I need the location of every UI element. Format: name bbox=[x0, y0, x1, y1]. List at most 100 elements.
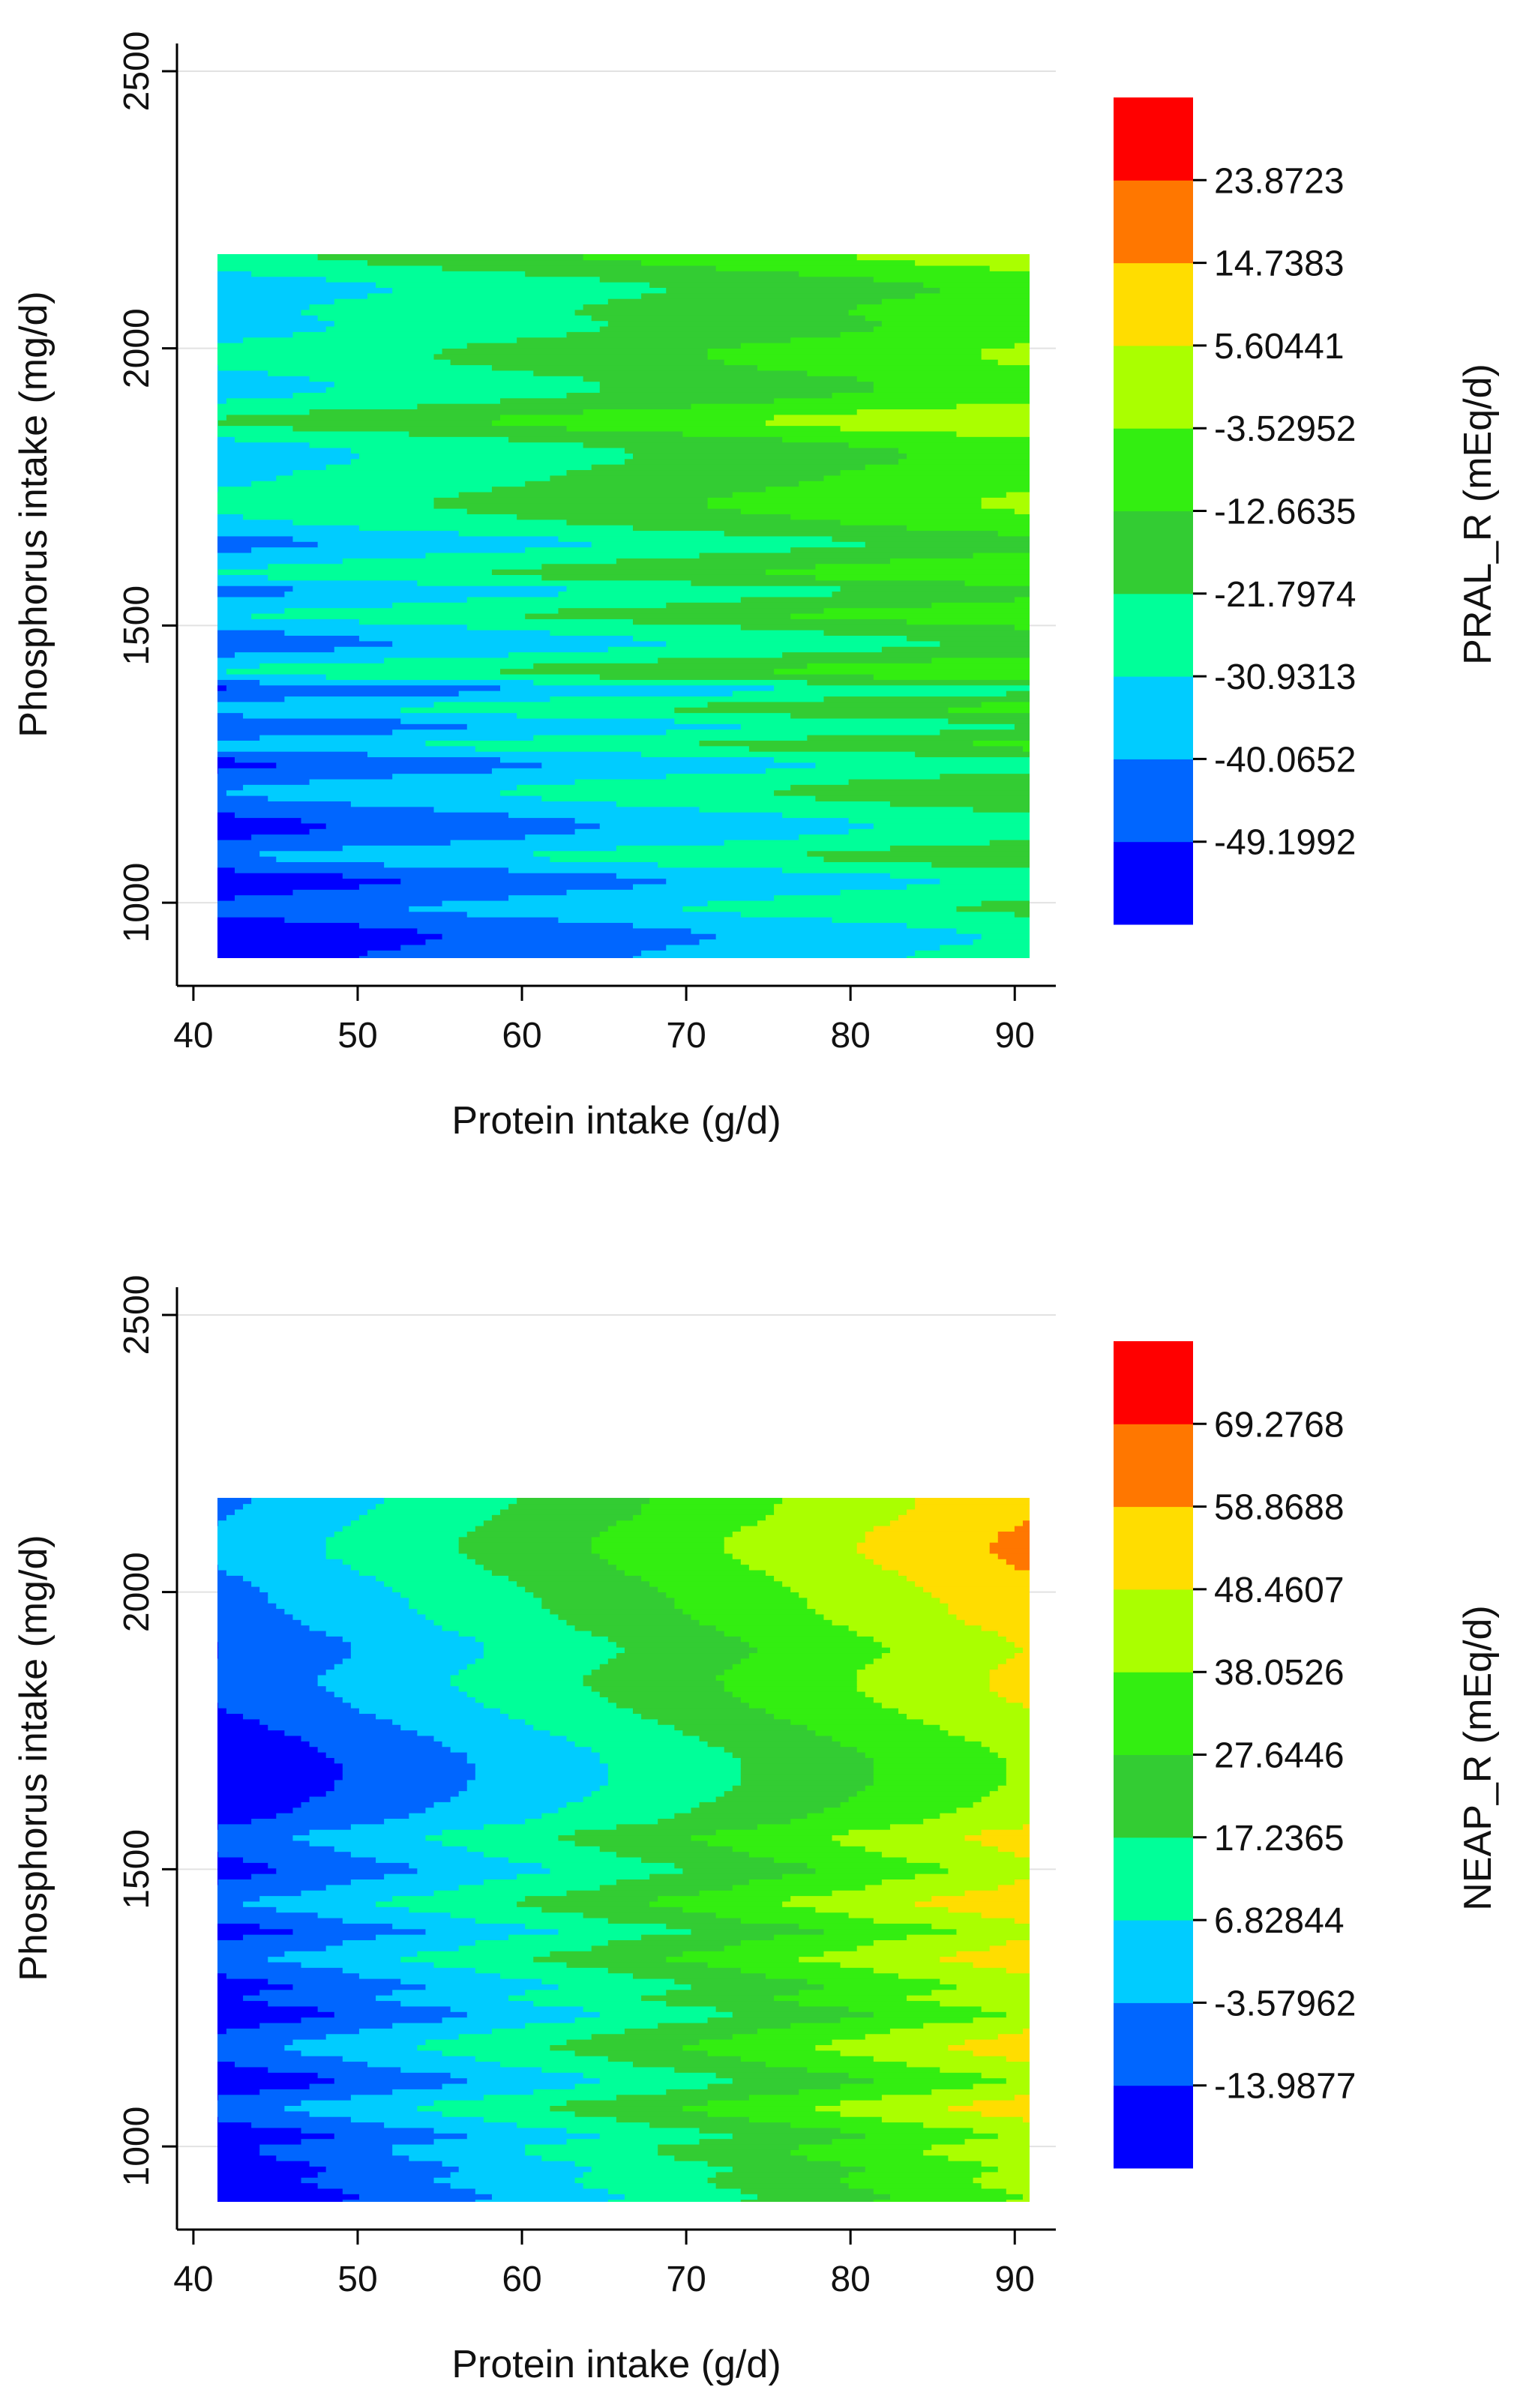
neap-contour-cell bbox=[732, 1531, 866, 1538]
neap-contour-cell bbox=[815, 2044, 949, 2051]
neap-contour-cell bbox=[342, 1939, 476, 1946]
neap-contour-cell bbox=[848, 1912, 982, 1918]
neap-contour-cell bbox=[732, 2166, 866, 2173]
neap-contour-cell bbox=[325, 2033, 460, 2040]
pral-contour-cell bbox=[616, 872, 891, 879]
neap-contour-cell bbox=[666, 1592, 800, 1598]
pral-contour-cell bbox=[392, 729, 667, 735]
neap-contour-cell bbox=[400, 2066, 543, 2073]
pral-x-tick-label: 40 bbox=[173, 1016, 213, 1056]
neap-contour-cell bbox=[217, 1879, 352, 1885]
pral-contour-cell bbox=[217, 442, 310, 448]
neap-contour-cell bbox=[566, 1961, 709, 1968]
neap-contour-cell bbox=[442, 1625, 576, 1631]
neap-contour-cell bbox=[217, 1757, 335, 1764]
neap-contour-cell bbox=[217, 2143, 260, 2150]
pral-contour-cell bbox=[881, 320, 1030, 327]
pral-contour-cell bbox=[799, 480, 1030, 487]
neap-contour-cell bbox=[856, 1945, 991, 1951]
pral-contour-cell bbox=[458, 690, 733, 697]
pral-contour-cell bbox=[217, 304, 310, 310]
pral-contour-cell bbox=[566, 331, 841, 338]
neap-contour-cell bbox=[217, 1713, 244, 1720]
neap-colorbar: -13.9877 -3.57962 6.82844 17.2365 27.6446 38.… bbox=[1114, 1341, 1357, 2169]
neap-contour-cell bbox=[259, 1989, 393, 1996]
neap-contour-cell bbox=[425, 1613, 559, 1620]
neap-contour-cell bbox=[981, 1912, 1030, 1918]
pral-contour-cell bbox=[217, 281, 376, 288]
pral-contour-cell bbox=[284, 916, 559, 924]
neap-contour-cell bbox=[674, 1812, 808, 1819]
neap-contour-cell bbox=[417, 2105, 551, 2112]
pral-contour-cell bbox=[541, 795, 817, 801]
pral-contour-cell bbox=[301, 817, 576, 824]
pral-contour-cell bbox=[1014, 342, 1030, 349]
pral-contour-cell bbox=[268, 574, 543, 581]
neap-contour-cell bbox=[409, 1906, 543, 1913]
neap-contour-cell bbox=[931, 1923, 1030, 1930]
neap-contour-cell bbox=[981, 2072, 1030, 2079]
pral-contour-cell bbox=[217, 629, 286, 636]
pral-contour-cell bbox=[790, 784, 1030, 791]
neap-contour-cell bbox=[217, 1751, 327, 1758]
pral-contour-cell bbox=[367, 292, 642, 299]
pral-contour-cell bbox=[251, 834, 526, 840]
neap-contour-cell bbox=[433, 1735, 568, 1742]
neap-contour-cell bbox=[889, 2028, 1024, 2035]
neap-x-tick-label: 90 bbox=[995, 2260, 1035, 2299]
neap-contour-cell bbox=[566, 1619, 700, 1626]
pral-contour-cell bbox=[433, 502, 709, 509]
neap-contour-cell bbox=[301, 1735, 435, 1742]
neap-contour-cell bbox=[541, 1978, 676, 1984]
neap-contour-cell bbox=[807, 1597, 941, 1604]
pral-contour-cell bbox=[226, 668, 501, 675]
neap-contour-cell bbox=[873, 1636, 1007, 1643]
neap-contour-cell bbox=[217, 1862, 269, 1869]
pral-contour-cell bbox=[807, 850, 1030, 857]
neap-contour-cell bbox=[799, 2089, 933, 2095]
neap-contour-cell bbox=[276, 1602, 410, 1610]
neap-contour-cell bbox=[997, 2166, 1030, 2173]
neap-contour-cell bbox=[1006, 1658, 1030, 1664]
neap-contour-cell bbox=[873, 1939, 1007, 1946]
pral-contour-cell bbox=[541, 574, 817, 581]
neap-contour-cell bbox=[607, 2199, 742, 2202]
pral-contour-cell bbox=[558, 916, 833, 924]
pral-contour-cell bbox=[500, 668, 775, 675]
pral-contour-cell bbox=[409, 430, 684, 437]
neap-contour-cell bbox=[607, 1774, 742, 1781]
neap-contour-cell bbox=[458, 1945, 592, 1951]
neap-colorbar-tick-label: 6.82844 bbox=[1214, 1901, 1345, 1941]
pral-contour-cell bbox=[583, 376, 858, 382]
pral-contour-cell bbox=[724, 530, 999, 537]
pral-contour-cell bbox=[666, 878, 941, 885]
pral-contour-cell bbox=[217, 276, 327, 283]
pral-contour-cell bbox=[740, 723, 1015, 730]
neap-contour-cell bbox=[325, 1669, 460, 1676]
neap-colorbar-tick-label: -13.9877 bbox=[1214, 2067, 1357, 2107]
neap-contour-cell bbox=[483, 2094, 617, 2101]
neap-contour-cell bbox=[217, 1707, 227, 1715]
neap-contour-cell bbox=[217, 2028, 227, 2035]
pral-contour-cell bbox=[997, 358, 1030, 366]
neap-contour-cell bbox=[483, 1702, 617, 1709]
neap-contour-cell bbox=[641, 1503, 775, 1510]
pral-contour-cell bbox=[217, 519, 294, 526]
pral-contour-cell bbox=[774, 668, 1030, 675]
pral-contour-cell bbox=[317, 314, 592, 322]
neap-contour-cell bbox=[823, 1807, 958, 1813]
neap-contour-cell bbox=[873, 1697, 1007, 1703]
neap-contour-cell bbox=[624, 2194, 758, 2200]
neap-contour-cell bbox=[508, 1575, 642, 1582]
neap-colorbar-segment bbox=[1114, 2002, 1193, 2086]
neap-contour-cell bbox=[641, 1933, 775, 1941]
neap-contour-cell bbox=[1022, 1702, 1030, 1709]
pral-contour-cell bbox=[799, 271, 1030, 277]
pral-contour-cell bbox=[217, 547, 252, 553]
pral-contour-cell bbox=[840, 425, 1030, 432]
neap-contour-cell bbox=[217, 1978, 269, 1984]
neap-contour-cell bbox=[358, 2028, 493, 2035]
pral-contour-cell bbox=[217, 889, 294, 896]
pral-contour-cell bbox=[1014, 911, 1030, 918]
